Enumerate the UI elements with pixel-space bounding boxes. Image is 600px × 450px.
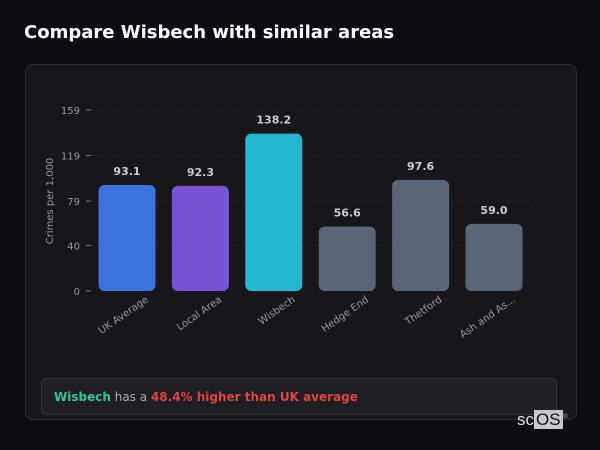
data-label: 138.2: [256, 114, 291, 127]
x-tick-label: Wisbech: [257, 294, 298, 327]
data-label: 93.1: [113, 165, 140, 178]
data-label: 97.6: [407, 160, 434, 173]
scos-logo: sc OS ®: [517, 410, 568, 429]
data-label: 59.0: [480, 204, 507, 217]
data-label: 56.6: [334, 207, 361, 220]
bar: [245, 133, 303, 291]
y-tick-label: 40: [67, 241, 80, 252]
data-label: 92.3: [187, 166, 214, 179]
page-title: Compare Wisbech with similar areas: [24, 22, 395, 43]
bar-chart: 0 40 79 119 159 Crimes per 1,000 93.1 UK Averag…: [45, 106, 530, 341]
summary-area: Wisbech: [54, 390, 111, 404]
x-tick-label: Thetford: [402, 294, 444, 328]
y-tick-label: 119: [61, 152, 80, 163]
x-tick-label: Hedge End: [320, 294, 371, 334]
bar: [171, 185, 229, 291]
bar: [465, 223, 523, 291]
x-tick-label: Ash and As...: [458, 294, 518, 340]
y-tick-label: 0: [74, 287, 80, 298]
bar: [98, 185, 156, 291]
y-tick-label: 159: [61, 106, 80, 117]
x-tick-label: Local Area: [175, 294, 224, 333]
summary-comparison: 48.4% higher than UK average: [150, 390, 358, 404]
x-tick-label: UK Average: [97, 294, 151, 336]
summary-middle: has a: [114, 390, 148, 404]
summary-box: Wisbech has a 48.4% higher than UK avera…: [41, 378, 557, 415]
bar: [318, 226, 376, 291]
bar: [392, 179, 450, 291]
y-axis-label: Crimes per 1,000: [45, 158, 56, 245]
y-tick-label: 79: [67, 197, 80, 208]
